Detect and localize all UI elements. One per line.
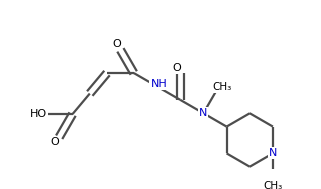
Text: N: N	[199, 108, 208, 118]
Text: O: O	[50, 137, 59, 147]
Text: CH₃: CH₃	[263, 180, 282, 189]
Text: O: O	[112, 40, 121, 50]
Text: N: N	[269, 148, 277, 158]
Text: NH: NH	[150, 79, 167, 89]
Text: O: O	[172, 63, 181, 73]
Text: CH₃: CH₃	[213, 82, 232, 92]
Text: HO: HO	[30, 109, 47, 119]
